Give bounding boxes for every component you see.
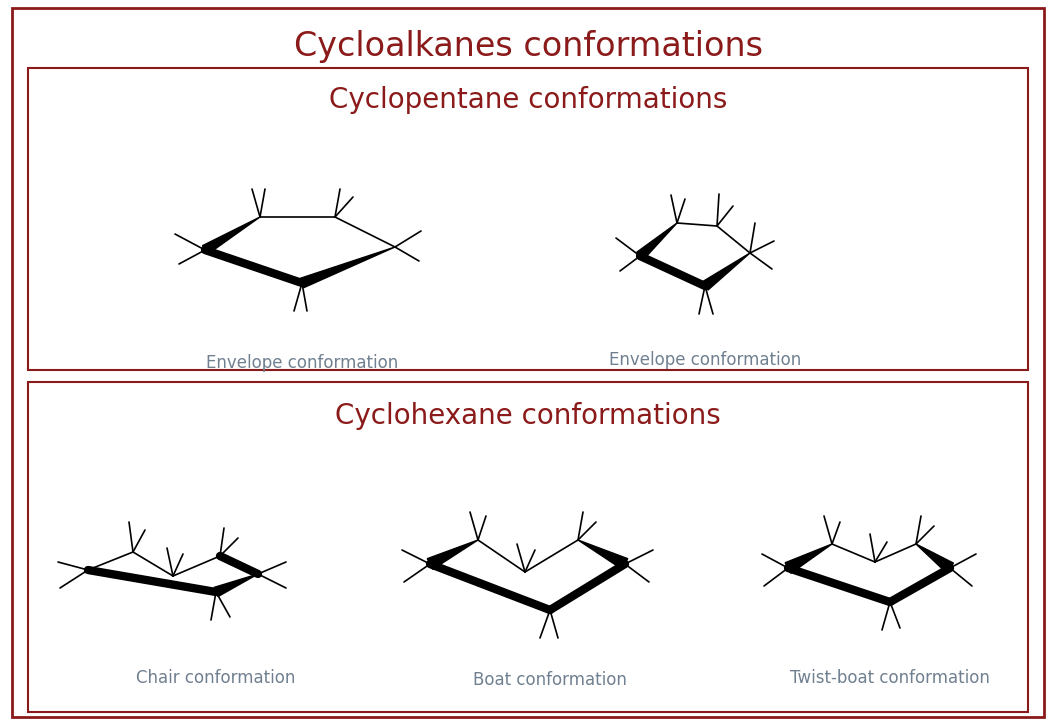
Text: Chair conformation: Chair conformation (136, 669, 296, 687)
Polygon shape (916, 544, 954, 573)
Polygon shape (214, 574, 258, 597)
Text: Cyclopentane conformations: Cyclopentane conformations (328, 86, 728, 114)
Text: Envelope conformation: Envelope conformation (206, 354, 398, 372)
Polygon shape (300, 247, 395, 288)
Text: Cyclohexane conformations: Cyclohexane conformations (335, 402, 721, 430)
Text: Envelope conformation: Envelope conformation (609, 351, 802, 369)
Polygon shape (428, 540, 478, 569)
Polygon shape (785, 544, 832, 573)
Text: Twist-boat conformation: Twist-boat conformation (790, 669, 989, 687)
Polygon shape (578, 540, 627, 569)
Text: Cycloalkanes conformations: Cycloalkanes conformations (294, 30, 762, 62)
Polygon shape (702, 253, 750, 290)
Polygon shape (203, 217, 260, 254)
FancyBboxPatch shape (29, 382, 1027, 712)
FancyBboxPatch shape (29, 68, 1027, 370)
Polygon shape (637, 223, 677, 260)
FancyBboxPatch shape (12, 8, 1044, 717)
Text: Boat conformation: Boat conformation (473, 671, 627, 689)
